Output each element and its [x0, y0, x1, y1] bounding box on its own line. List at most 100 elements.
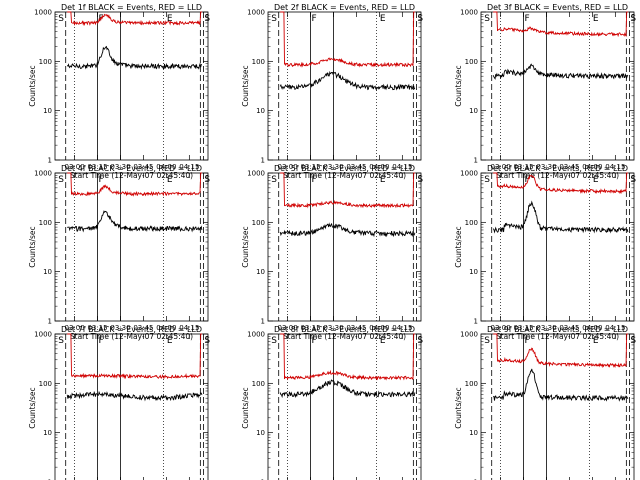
y-tick-label: 100	[252, 58, 265, 66]
x-axis-label: Start Time (12-May-07 02:45:40)	[70, 332, 193, 341]
y-axis-label: Counts/sec	[454, 65, 463, 106]
events-series-line	[493, 368, 629, 402]
y-tick-label: 1	[261, 479, 265, 480]
x-tick-label: 03:15	[300, 163, 320, 171]
x-tick-label: 03:45	[133, 324, 153, 332]
x-tick-label: 03:00	[490, 324, 510, 332]
marker-S: S	[630, 336, 636, 346]
marker-E: E	[167, 175, 173, 185]
x-tick-label: 03:30	[323, 163, 343, 171]
y-tick-label: 10	[469, 268, 478, 276]
y-tick-label: 1	[48, 157, 52, 165]
lld-series-line	[280, 11, 415, 68]
panel-4: Det 4f BLACK = Events, RED = LLD 1 10 100 10…	[28, 164, 210, 341]
marker-S: S	[630, 14, 636, 24]
plot-frame	[267, 333, 422, 480]
x-tick-label: 04:00	[582, 324, 602, 332]
plot-frame	[480, 333, 635, 480]
y-tick-label: 100	[465, 380, 478, 388]
panel-2: Det 2f BLACK = Events, RED = LLD 1 10 100 10…	[241, 3, 423, 180]
panel-5: Det 5f BLACK = Events, RED = LLD 1 10 100 10…	[241, 164, 423, 341]
marker-F: F	[525, 336, 530, 346]
y-tick-label: 10	[256, 107, 265, 115]
y-axis-label: Counts/sec	[241, 226, 250, 267]
x-tick-label: 03:15	[87, 163, 107, 171]
y-tick-label: 1	[261, 157, 265, 165]
marker-S: S	[417, 175, 423, 185]
x-tick-label: 04:15	[605, 163, 625, 171]
x-tick-label: 03:15	[513, 324, 533, 332]
y-tick-label: 1	[48, 479, 52, 480]
marker-S: S	[58, 14, 64, 24]
marker-S: S	[271, 14, 277, 24]
y-tick-label: 10	[469, 107, 478, 115]
y-tick-label: 10	[256, 429, 265, 437]
marker-S: S	[204, 14, 210, 24]
x-tick-label: 04:15	[179, 324, 199, 332]
marker-E: E	[593, 336, 599, 346]
lld-series-line	[67, 172, 202, 197]
x-tick-label: 03:00	[277, 163, 297, 171]
marker-S: S	[484, 336, 490, 346]
panel-title: Det 8f BLACK = Events, RED = LLD	[274, 325, 415, 334]
y-tick-label: 1000	[460, 170, 478, 178]
plot-frame	[54, 333, 209, 480]
x-axis-label: Start Time (12-May-07 02:45:40)	[496, 332, 619, 341]
y-tick-label: 100	[252, 219, 265, 227]
x-tick-label: 03:15	[513, 163, 533, 171]
marker-F: F	[99, 175, 104, 185]
marker-E: E	[167, 336, 173, 346]
x-tick-label: 04:00	[369, 163, 389, 171]
x-tick-label: 03:00	[277, 324, 297, 332]
events-series-line	[66, 45, 203, 70]
x-tick-label: 04:00	[582, 163, 602, 171]
plot-frame	[267, 172, 422, 322]
lld-series-line	[493, 333, 628, 369]
x-tick-label: 04:15	[392, 163, 412, 171]
x-tick-label: 03:45	[346, 163, 366, 171]
marker-S: S	[271, 336, 277, 346]
plot-frame	[54, 172, 209, 322]
y-tick-label: 1000	[34, 170, 52, 178]
y-tick-label: 1000	[247, 9, 265, 17]
x-tick-label: 04:15	[179, 163, 199, 171]
panel-1: Det 1f BLACK = Events, RED = LLD 1 10 100 10…	[28, 3, 210, 180]
y-tick-label: 1	[474, 157, 478, 165]
y-tick-label: 100	[465, 58, 478, 66]
x-tick-label: 04:00	[369, 324, 389, 332]
x-tick-label: 03:30	[110, 324, 130, 332]
x-tick-label: 03:00	[490, 163, 510, 171]
x-tick-label: 03:45	[133, 163, 153, 171]
y-axis-label: Counts/sec	[241, 387, 250, 428]
marker-E: E	[593, 175, 599, 185]
y-tick-label: 1000	[34, 331, 52, 339]
x-axis-label: Start Time (12-May-07 02:45:40)	[283, 171, 406, 180]
panel-7: Det 7f BLACK = Events, RED = LLD 1 10 100 10…	[28, 325, 210, 480]
x-tick-label: 03:45	[559, 324, 579, 332]
y-tick-label: 1000	[460, 331, 478, 339]
x-tick-label: 03:00	[64, 324, 84, 332]
y-tick-label: 1000	[247, 170, 265, 178]
y-axis-label: Counts/sec	[454, 387, 463, 428]
lld-series-line	[67, 11, 202, 27]
marker-S: S	[58, 336, 64, 346]
marker-S: S	[271, 175, 277, 185]
y-tick-label: 100	[252, 380, 265, 388]
x-tick-label: 03:30	[323, 324, 343, 332]
panel-title: Det 5f BLACK = Events, RED = LLD	[274, 164, 415, 173]
panel-title: Det 7f BLACK = Events, RED = LLD	[61, 325, 202, 334]
x-axis-label: Start Time (12-May-07 02:45:40)	[496, 171, 619, 180]
lld-series-line	[493, 11, 628, 38]
y-tick-label: 1000	[460, 9, 478, 17]
x-tick-label: 03:30	[536, 324, 556, 332]
y-tick-label: 1	[474, 479, 478, 480]
y-tick-label: 10	[43, 429, 52, 437]
panel-9: Det 9f BLACK = Events, RED = LLD 1 10 100 10…	[454, 325, 636, 480]
panel-title: Det 6f BLACK = Events, RED = LLD	[487, 164, 628, 173]
marker-F: F	[99, 336, 104, 346]
y-tick-label: 100	[39, 219, 52, 227]
panel-title: Det 3f BLACK = Events, RED = LLD	[487, 3, 628, 12]
events-series-line	[492, 200, 629, 234]
y-tick-label: 1	[474, 318, 478, 326]
marker-F: F	[525, 14, 530, 24]
